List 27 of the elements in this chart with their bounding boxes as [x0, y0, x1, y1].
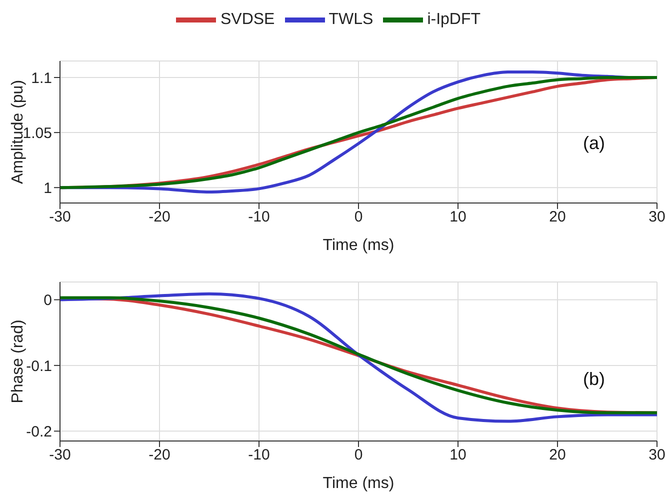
- x-tick-label: -30: [49, 208, 71, 226]
- x-tick-label: -20: [148, 446, 170, 464]
- y-axis-title: Phase (rad): [10, 320, 26, 404]
- x-axis-title: Time (ms): [322, 475, 394, 492]
- x-tick-label: 10: [450, 208, 466, 226]
- annotation: (b): [583, 369, 605, 390]
- legend-label: i-IpDFT: [427, 11, 481, 28]
- x-tick-label: 20: [549, 208, 566, 226]
- x-tick-label: -10: [248, 208, 270, 226]
- x-tick-label: -30: [49, 446, 71, 464]
- legend-label: SVDSE: [220, 11, 275, 28]
- x-tick-label: 30: [648, 446, 665, 464]
- y-tick-label: 1.1: [31, 70, 52, 87]
- y-tick-label: 0: [44, 292, 52, 310]
- legend-label: TWLS: [328, 11, 374, 28]
- annotation: (a): [583, 132, 605, 154]
- x-tick-label: -10: [248, 446, 270, 464]
- x-tick-label: 20: [549, 446, 566, 464]
- x-tick-label: 30: [648, 208, 665, 226]
- y-tick-label: -0.2: [26, 423, 52, 440]
- x-tick-label: 10: [450, 446, 466, 464]
- x-tick-label: -20: [148, 208, 170, 226]
- x-tick-label: 0: [354, 208, 363, 226]
- y-tick-label: -0.1: [26, 358, 52, 375]
- y-tick-label: 1: [44, 180, 52, 197]
- x-axis-title: Time (ms): [322, 237, 394, 254]
- x-tick-label: 0: [354, 446, 363, 464]
